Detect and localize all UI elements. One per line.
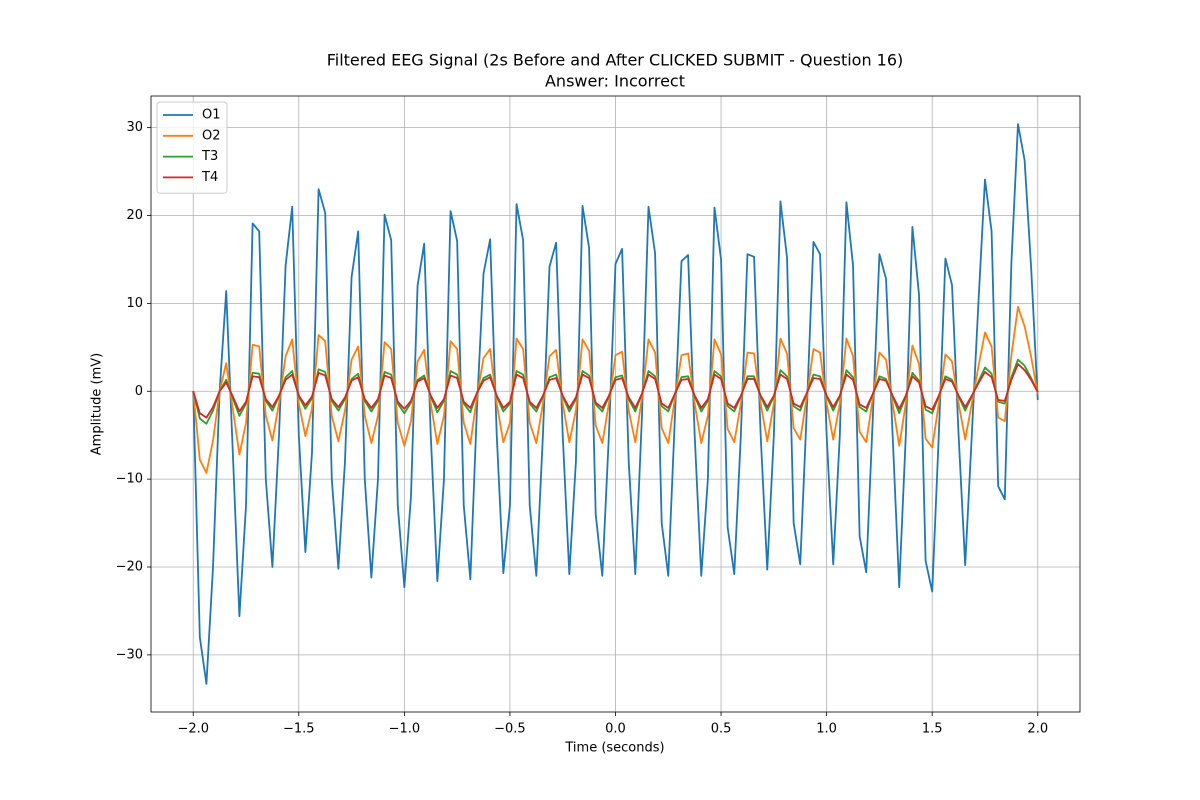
grid — [151, 96, 1080, 712]
plot-lines — [192, 123, 1039, 685]
legend-label: O2 — [202, 128, 221, 143]
y-tick-label: −10 — [116, 472, 143, 487]
series-line — [192, 306, 1039, 474]
y-tick-label: −20 — [116, 560, 143, 575]
legend-label: T4 — [201, 170, 218, 185]
legend-label: O1 — [202, 108, 221, 123]
chart-title: Filtered EEG Signal (2s Before and After… — [327, 51, 904, 70]
y-tick-label: 20 — [126, 208, 143, 223]
series-line — [192, 123, 1039, 685]
y-axis-label: Amplitude (mV) — [90, 353, 105, 455]
x-tick-label: 0.5 — [711, 722, 732, 737]
x-tick-label: −1.0 — [389, 722, 421, 737]
x-tick-label: 2.0 — [1027, 722, 1048, 737]
y-tick-label: 10 — [126, 296, 143, 311]
x-tick-label: 1.5 — [922, 722, 943, 737]
y-tick-label: 30 — [126, 120, 143, 135]
chart-subtitle: Answer: Incorrect — [545, 72, 685, 91]
x-tick-label: −0.5 — [494, 722, 526, 737]
y-tick-label: 0 — [135, 384, 143, 399]
legend-label: T3 — [201, 149, 218, 164]
x-tick-label: −2.0 — [177, 722, 209, 737]
x-tick-label: 1.0 — [816, 722, 837, 737]
series-line — [192, 363, 1039, 419]
y-tick-label: −30 — [116, 647, 143, 662]
x-axis-label: Time (seconds) — [564, 741, 664, 756]
series-line — [192, 358, 1039, 425]
x-tick-label: −1.5 — [283, 722, 315, 737]
ticks: −2.0 −1.5 −1.0 −0.5 0.0 0.5 1.0 1.5 2.0 −30 −20 −10… — [116, 120, 1049, 736]
x-tick-label: 0.0 — [605, 722, 626, 737]
legend-box — [156, 101, 228, 194]
legend: O1 O2 T3 T4 — [156, 101, 228, 194]
